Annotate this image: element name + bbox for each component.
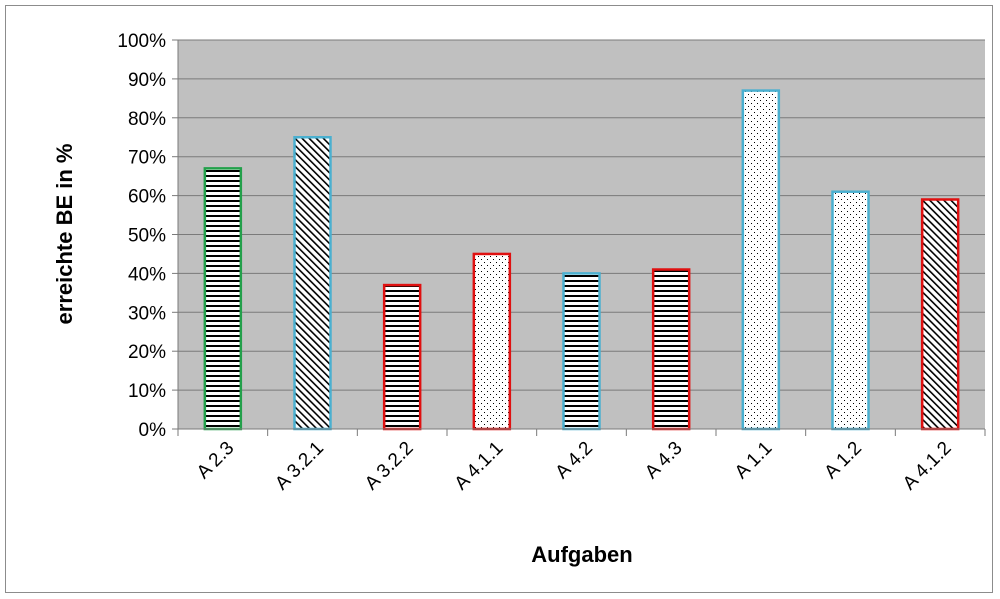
bar xyxy=(651,268,691,431)
bar xyxy=(472,252,512,431)
y-tick-label: 100% xyxy=(117,31,166,52)
y-tick-label: 70% xyxy=(128,148,166,169)
bars xyxy=(203,89,960,431)
x-tick-label: A 2.3 xyxy=(193,438,238,483)
y-axis-title: erreichte BE in % xyxy=(52,144,77,325)
x-tick-label: A 1.2 xyxy=(821,438,866,483)
y-tick-label: 80% xyxy=(128,109,166,130)
x-tick-label: A 4.1.1 xyxy=(451,438,508,495)
x-tick-label: A 3.2.1 xyxy=(271,438,328,495)
x-tick-label: A 4.2 xyxy=(552,438,597,483)
bar xyxy=(920,198,960,431)
x-tick-label: A 3.2.2 xyxy=(361,438,418,495)
x-tick-label: A 1.1 xyxy=(731,438,776,483)
x-tick-label: A 4.3 xyxy=(641,438,686,483)
y-tick-label: 60% xyxy=(128,187,166,208)
y-tick-label: 90% xyxy=(128,70,166,91)
bar xyxy=(741,89,781,431)
y-tick-label: 40% xyxy=(128,264,166,285)
x-tick-label: A 4.1.2 xyxy=(899,438,956,495)
bar xyxy=(203,167,243,431)
y-tick-label: 0% xyxy=(139,420,167,441)
bar xyxy=(382,283,422,431)
y-tick-label: 30% xyxy=(128,303,166,324)
bar xyxy=(562,272,601,431)
y-tick-label: 20% xyxy=(128,342,166,363)
x-axis-title: Aufgaben xyxy=(531,542,632,567)
y-tick-label: 50% xyxy=(128,226,166,247)
bar xyxy=(831,190,870,431)
bar xyxy=(293,136,332,431)
y-tick-label: 10% xyxy=(128,381,166,402)
